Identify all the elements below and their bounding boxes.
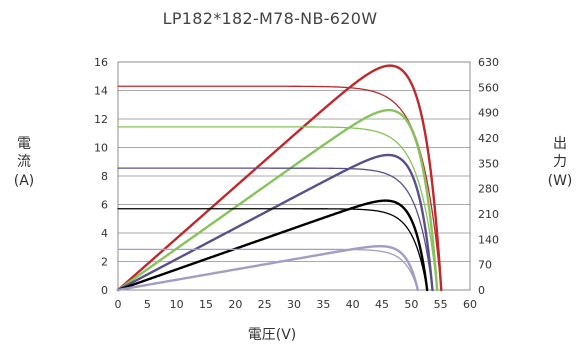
y-right-label-unit: (W) — [548, 173, 573, 189]
pv-curve-2 — [116, 108, 439, 292]
y-left-tick-4: 8 — [101, 170, 108, 183]
iv-curve-3 — [117, 167, 434, 291]
y-right-tick-6: 420 — [478, 132, 499, 145]
y-right-tick-5: 350 — [478, 157, 499, 170]
iv-curve-1 — [117, 85, 442, 291]
x-tick-7: 35 — [316, 298, 330, 311]
iv-curve-4 — [117, 208, 428, 291]
y-left-tick-8: 16 — [94, 56, 108, 69]
y-right-tick-7: 490 — [478, 107, 499, 120]
y-left-tick-1: 2 — [101, 256, 108, 269]
y-right-tick-8: 560 — [478, 81, 499, 94]
pv-curve-1 — [116, 64, 443, 292]
y-right-label-char-1: 出 — [553, 136, 567, 152]
x-tick-10: 50 — [404, 298, 418, 311]
right-axis-ticks: 0 70 140 210 280 350 420 490 560 630 — [478, 56, 499, 297]
y-left-label-char-1: 電 — [17, 136, 31, 152]
x-tick-0: 0 — [115, 298, 122, 311]
y-left-tick-0: 0 — [101, 284, 108, 297]
x-tick-5: 25 — [258, 298, 272, 311]
x-tick-6: 30 — [287, 298, 301, 311]
y-right-tick-1: 70 — [478, 259, 492, 272]
x-tick-12: 60 — [463, 298, 477, 311]
y-left-tick-2: 4 — [101, 227, 108, 240]
x-tick-1: 5 — [144, 298, 151, 311]
x-tick-2: 10 — [170, 298, 184, 311]
x-tick-8: 40 — [346, 298, 360, 311]
y-left-label-char-2: 流 — [17, 154, 31, 170]
y-right-tick-9: 630 — [478, 56, 499, 69]
y-right-tick-3: 210 — [478, 208, 499, 221]
y-left-tick-3: 6 — [101, 199, 108, 212]
y-left-tick-6: 12 — [94, 113, 108, 126]
y-left-tick-5: 10 — [94, 142, 108, 155]
y-right-tick-0: 0 — [478, 284, 485, 297]
y-right-tick-2: 140 — [478, 233, 499, 246]
plot-frame — [117, 61, 471, 291]
x-tick-3: 15 — [199, 298, 213, 311]
x-tick-4: 20 — [228, 298, 242, 311]
y-right-tick-4: 280 — [478, 183, 499, 196]
y-left-label-unit: (A) — [14, 173, 35, 189]
pv-curve-4 — [116, 199, 429, 292]
y-left-tick-7: 14 — [94, 85, 108, 98]
x-tick-11: 55 — [434, 298, 448, 311]
curve-layer — [116, 64, 443, 292]
iv-curve-2 — [117, 126, 438, 291]
grid-lines — [118, 90, 470, 262]
chart-title: LP182*182-M78-NB-620W — [163, 9, 378, 28]
pv-curve-3 — [116, 153, 434, 292]
left-axis-ticks: 0 2 4 6 8 10 12 14 16 — [94, 56, 108, 297]
x-axis-label: 電圧(V) — [248, 327, 297, 343]
x-tick-9: 45 — [375, 298, 389, 311]
iv-curve-5 — [117, 248, 419, 291]
y-right-label-char-2: 力 — [553, 154, 567, 170]
pv-curve-5 — [116, 245, 419, 292]
x-axis-ticks: 0 5 10 15 20 25 30 35 40 45 50 55 60 — [115, 298, 478, 311]
